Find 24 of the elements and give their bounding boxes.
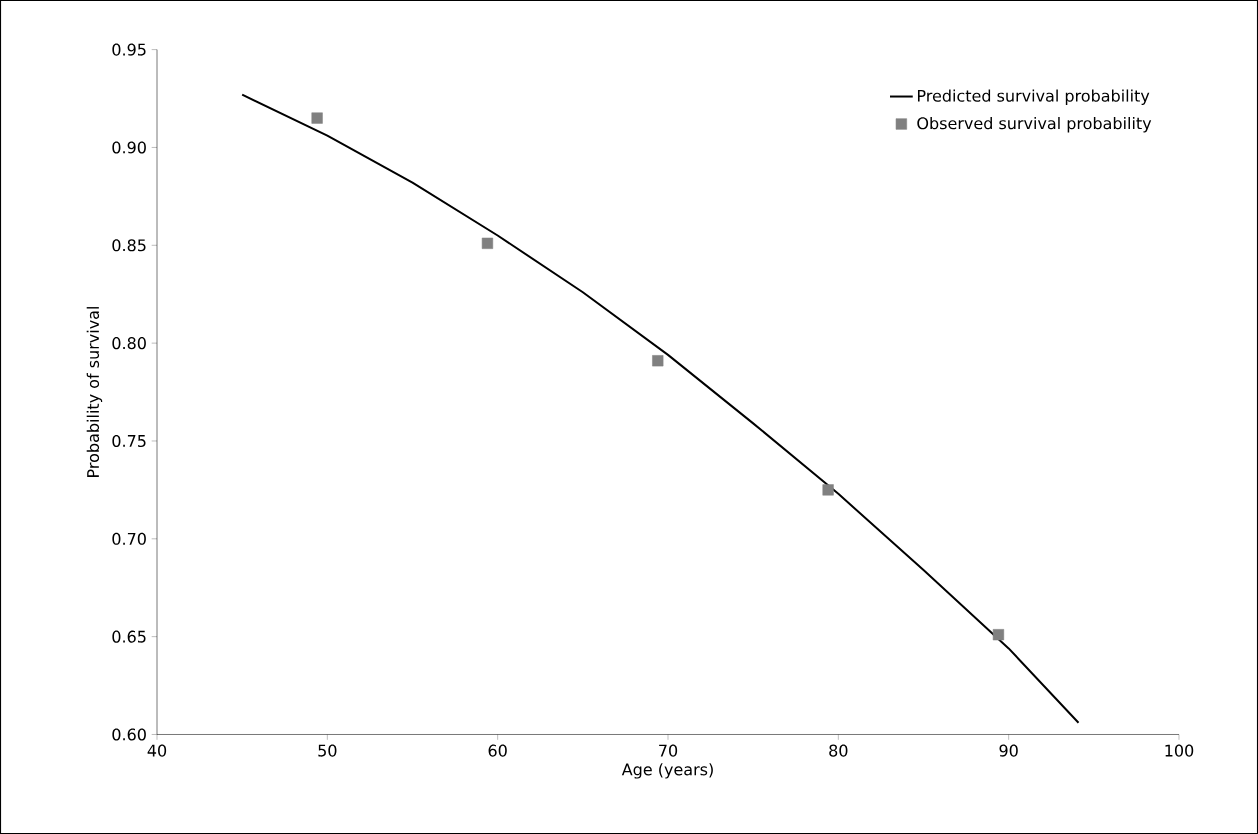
- point: [311, 112, 323, 124]
- y-tick-label: 0.85: [112, 239, 146, 252]
- x-tick-label: 40: [147, 744, 167, 757]
- x-tick-label: 80: [829, 744, 848, 757]
- y-axis-title: Probability of survival: [86, 307, 103, 477]
- point: [652, 355, 664, 367]
- x-tick-label: 60: [488, 744, 507, 757]
- x-tick-label: 100: [1165, 744, 1194, 757]
- y-tick-label: 0.80: [112, 337, 146, 350]
- y-tick-label: 0.65: [112, 630, 146, 643]
- y-tick-label: 0.90: [112, 141, 146, 154]
- x-tick-label: 70: [659, 744, 678, 757]
- x-tick-label: 90: [999, 744, 1018, 757]
- point: [481, 237, 494, 249]
- y-tick-label: 0.75: [112, 434, 146, 448]
- legend-label: Predicted survival probability: [917, 89, 1150, 105]
- x-tick-label: 50: [318, 744, 337, 757]
- y-tick-label: 0.60: [112, 728, 146, 741]
- point: [992, 629, 1005, 641]
- y-tick-label: 0.70: [112, 532, 146, 545]
- x-axis-title: Age (years): [621, 763, 713, 779]
- y-tick-label: 0.95: [112, 43, 146, 56]
- legend-label: Observed survival probability: [917, 116, 1152, 133]
- point: [822, 484, 834, 496]
